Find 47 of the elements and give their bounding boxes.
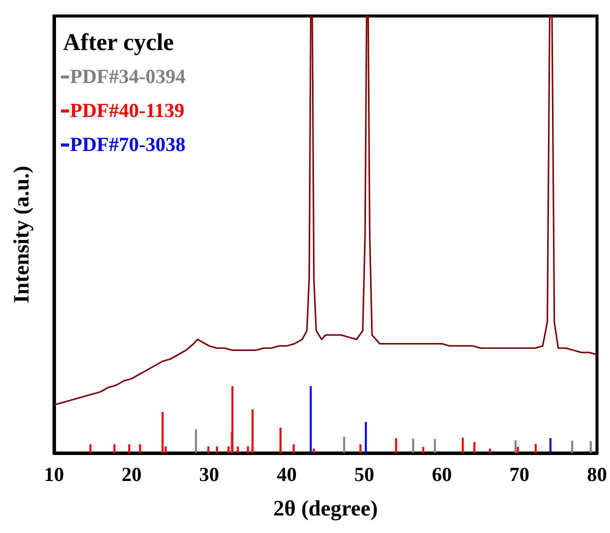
bar [216, 446, 218, 453]
bar [473, 442, 476, 453]
bar [534, 444, 537, 453]
bar [128, 444, 130, 453]
x-tick-label: 40 [276, 464, 297, 486]
x-tick-label: 80 [587, 464, 607, 486]
bar [395, 438, 398, 453]
bar [359, 444, 362, 453]
y-axis-title: Intensity (a.u.) [8, 166, 34, 304]
legend-label: PDF#40-1139 [70, 100, 184, 122]
bar [343, 436, 346, 453]
bar [516, 446, 519, 453]
bar [114, 444, 116, 453]
bar [488, 448, 491, 453]
text: After cycle [63, 30, 174, 56]
bar [462, 438, 464, 453]
bar [590, 441, 592, 453]
bar [162, 412, 164, 453]
x-tick-label: 70 [509, 464, 530, 486]
bar [139, 444, 142, 453]
bar [246, 446, 249, 453]
bar [571, 440, 574, 453]
legend-label: PDF#70-3038 [70, 134, 186, 156]
x-axis-title: 2θ (degree) [273, 496, 378, 520]
bar [549, 438, 552, 453]
bar [231, 386, 234, 453]
bar [292, 444, 295, 453]
bar [207, 446, 210, 453]
bar [422, 446, 424, 453]
bar [194, 429, 197, 453]
x-tick-label: 50 [354, 464, 374, 486]
bar [236, 446, 239, 453]
x-tick-label: 20 [122, 464, 142, 486]
bar [312, 448, 315, 453]
bar [280, 428, 282, 453]
bar [412, 438, 414, 453]
x-tick-label: 10 [44, 464, 64, 486]
bar [89, 444, 92, 453]
bar [310, 386, 312, 453]
bar [434, 439, 436, 453]
bar [252, 409, 254, 453]
x-tick-label: 60 [432, 464, 452, 486]
bar [228, 446, 230, 453]
bar [364, 422, 367, 453]
bar [514, 440, 517, 453]
legend-label: PDF#34-0394 [70, 66, 186, 88]
x-tick-label: 30 [199, 464, 220, 486]
